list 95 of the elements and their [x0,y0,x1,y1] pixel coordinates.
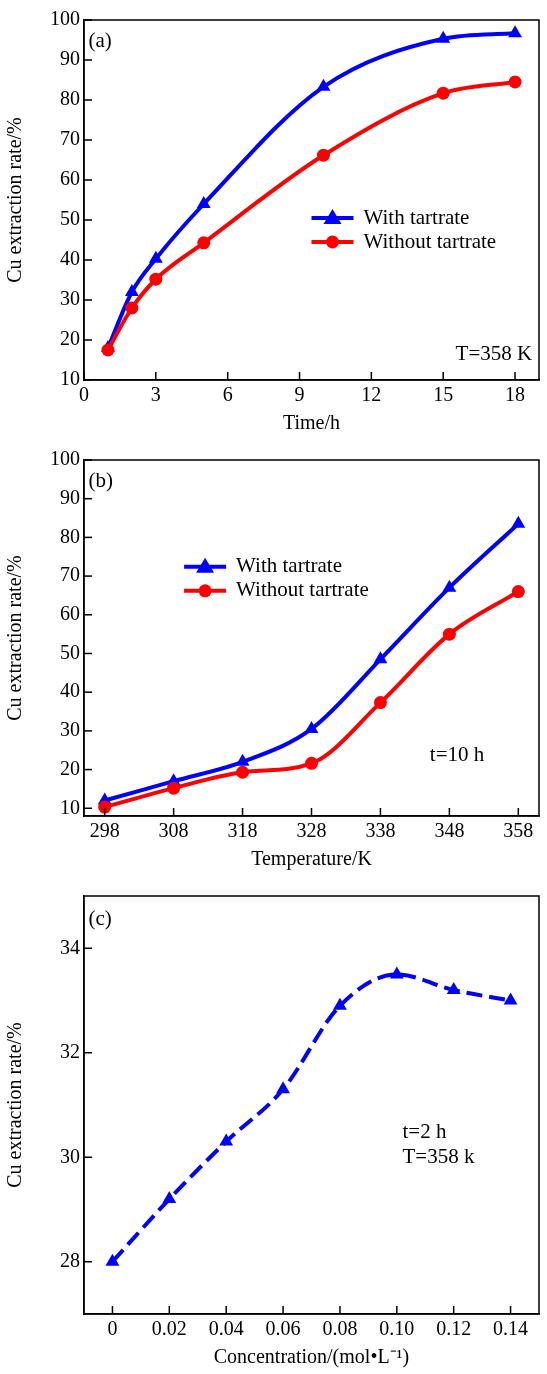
y-tick-label: 30 [60,287,80,310]
annotation: (b) [88,467,114,492]
x-tick-label: 358 [503,819,534,842]
point [333,997,347,1010]
y-tick-label: 20 [60,327,80,350]
x-tick-label: 0 [79,383,89,406]
y-tick-label: 40 [60,247,80,270]
x-tick-label: 15 [433,383,454,406]
x-tick-label: 3 [150,383,161,406]
x-tick-label: 0.02 [151,1317,187,1340]
x-tick-label: 0 [107,1317,118,1340]
point [197,236,211,250]
x-axis-title: Time/h [282,411,341,434]
point [304,720,319,733]
y-tick-label: 100 [50,447,80,470]
y-tick-label: 40 [60,679,80,702]
y-tick-label: 90 [60,47,80,70]
y-tick-label: 50 [60,207,80,230]
point [316,148,330,162]
x-tick-label: 0.12 [436,1317,472,1340]
y-tick-label: 28 [60,1249,80,1271]
y-tick-label: 32 [60,1040,80,1062]
point [276,1081,290,1094]
legend-label: With tartrate [363,204,470,229]
y-tick-label: 60 [60,602,80,625]
y-tick-label: 10 [60,795,80,818]
y-tick-label: 34 [60,935,80,958]
point [503,992,518,1005]
y-axis-title: Cu extraction rate/% [3,117,26,283]
x-tick-label: 6 [222,383,233,406]
point [436,30,451,43]
point [101,343,115,357]
x-tick-label: 0.14 [493,1317,529,1340]
annotation: T=358 k [402,1143,475,1168]
point [305,756,318,770]
point [167,781,181,795]
annotation: (a) [88,27,112,52]
x-tick-label: 9 [294,383,305,406]
y-tick-label: 70 [60,563,80,586]
x-tick-label: 0.06 [265,1317,301,1340]
legend-label: Without tartrate [363,228,497,253]
y-tick-label: 60 [60,167,80,190]
y-axis-title: Cu extraction rate/% [3,1022,26,1188]
y-tick-label: 90 [60,485,80,508]
point [148,250,163,263]
point [442,627,456,641]
x-tick-label: 338 [365,819,396,842]
point [149,272,163,286]
point [162,1191,177,1204]
annotation: t=10 h [429,741,485,766]
y-tick-label: 10 [60,367,80,390]
x-tick-label: 12 [361,383,382,406]
x-axis-title: Concentration/(mol•L⁻¹) [213,1345,410,1369]
legend-label: Without tartrate [236,577,369,602]
point [446,982,461,995]
point [125,301,139,315]
annotation: T=358 K [455,341,533,366]
point [124,284,139,296]
y-tick-label: 80 [60,87,80,110]
point [373,651,388,664]
point [442,579,457,592]
x-tick-label: 0.10 [379,1317,415,1340]
point [105,1253,120,1266]
x-tick-label: 18 [505,383,526,406]
point [196,196,211,208]
x-axis-title: Temperature/K [251,847,373,871]
point [508,25,522,38]
annotation: t=2 h [402,1118,447,1143]
y-tick-label: 30 [60,718,80,741]
x-tick-label: 0.08 [322,1317,358,1340]
x-tick-label: 0.04 [208,1317,244,1340]
point [316,78,331,91]
y-tick-label: 80 [60,524,80,547]
point [511,515,526,528]
annotation: (c) [88,905,112,930]
point [508,75,522,89]
point [436,86,450,100]
y-tick-label: 30 [60,1144,80,1167]
y-tick-label: 20 [60,756,80,779]
point [389,966,404,979]
point [373,696,387,710]
y-axis-title: Cu extraction rate/% [3,555,26,721]
x-tick-label: 348 [434,819,465,842]
x-tick-label: 318 [227,819,258,842]
point [98,800,112,814]
y-tick-label: 70 [60,127,80,150]
x-tick-label: 308 [158,819,189,842]
point [235,753,250,766]
point [219,1133,234,1146]
y-tick-label: 100 [50,7,80,30]
y-tick-label: 50 [60,640,80,663]
point [236,765,250,779]
x-tick-label: 328 [296,819,327,842]
x-tick-label: 298 [89,819,120,842]
legend-label: With tartrate [236,553,342,578]
